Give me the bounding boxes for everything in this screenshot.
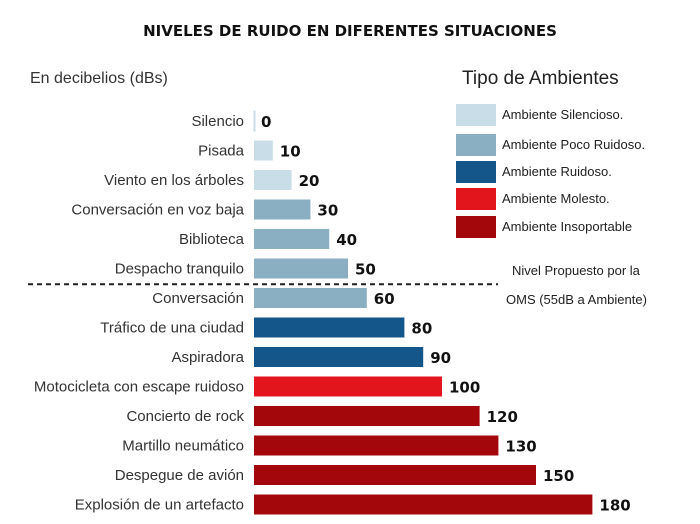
legend-swatch — [456, 134, 496, 156]
category-label: Motocicleta con escape ruidoso — [34, 379, 244, 396]
category-label: Aspiradora — [171, 349, 244, 366]
value-label: 80 — [411, 320, 432, 338]
value-label: 40 — [336, 231, 357, 249]
value-label: 20 — [299, 172, 320, 190]
bar — [254, 465, 536, 485]
value-label: 0 — [261, 113, 271, 131]
value-label: 90 — [430, 349, 451, 367]
value-label: 130 — [505, 438, 536, 456]
legend-label: Ambiente Ruidoso. — [502, 164, 612, 179]
bar — [253, 110, 256, 132]
legend-title: Tipo de Ambientes — [462, 68, 619, 89]
legend-label: Ambiente Molesto. — [502, 191, 610, 206]
category-label: Despacho tranquilo — [115, 261, 244, 278]
unit-label: En decibelios (dBs) — [30, 70, 168, 87]
legend-swatch — [456, 104, 496, 126]
value-label: 50 — [355, 261, 376, 279]
legend-swatch — [456, 216, 496, 238]
legend-label: Ambiente Silencioso. — [502, 107, 624, 122]
bar — [254, 170, 292, 190]
legend-label: Ambiente Poco Ruidoso. — [502, 137, 646, 152]
reference-note-line1: Nivel Propuesto por la — [512, 263, 640, 278]
bar — [254, 317, 405, 338]
bar — [254, 376, 442, 397]
category-label: Pisada — [198, 143, 245, 160]
bar — [254, 347, 424, 367]
bar — [254, 140, 273, 161]
value-label: 120 — [487, 408, 518, 426]
chart-title: NIVELES DE RUIDO EN DIFERENTES SITUACION… — [143, 22, 557, 40]
bar — [254, 494, 593, 515]
category-label: Silencio — [191, 113, 244, 130]
legend-swatch — [456, 161, 496, 183]
category-label: Explosión de un artefacto — [75, 497, 244, 514]
category-label: Martillo neumático — [122, 438, 244, 455]
category-label: Conversación — [152, 290, 244, 307]
category-label: Biblioteca — [179, 231, 245, 248]
category-label: Conversación en voz baja — [71, 202, 244, 219]
category-label: Despegue de avión — [115, 467, 244, 484]
bar — [254, 406, 480, 426]
bar — [254, 199, 311, 220]
bar — [254, 288, 367, 308]
value-label: 30 — [317, 202, 338, 220]
bar — [254, 435, 499, 456]
value-label: 10 — [280, 143, 301, 161]
value-label: 150 — [543, 467, 574, 485]
value-label: 60 — [374, 290, 395, 308]
reference-note-line2: OMS (55dB a Ambiente) — [506, 292, 647, 307]
legend-swatch — [456, 188, 496, 210]
category-label: Tráfico de una ciudad — [100, 320, 244, 337]
bar — [254, 229, 330, 249]
value-label: 180 — [599, 497, 630, 515]
legend-label: Ambiente Insoportable — [502, 219, 633, 234]
bar — [254, 258, 348, 279]
value-label: 100 — [449, 379, 480, 397]
category-label: Viento en los árboles — [104, 172, 244, 189]
category-label: Concierto de rock — [126, 408, 244, 425]
